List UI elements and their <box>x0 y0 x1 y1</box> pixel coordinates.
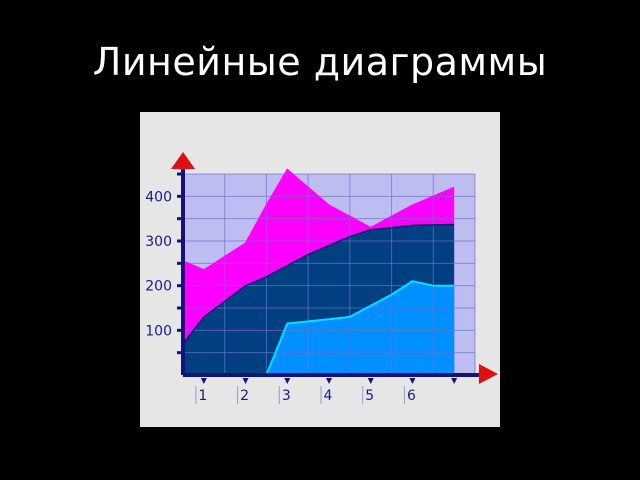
series-line-1 <box>182 168 455 271</box>
x-axis-arrow <box>479 364 498 384</box>
y-tick-label: 100 <box>145 323 172 339</box>
series-line-3 <box>265 280 455 376</box>
y-tick-label: 200 <box>145 279 172 295</box>
y-axis-arrow <box>171 152 195 169</box>
x-tick-mark <box>367 378 374 384</box>
x-tick-label: 2 <box>240 388 249 404</box>
x-tick-mark <box>326 378 332 384</box>
series-line-2 <box>182 223 455 345</box>
tick-labels-group: 100 200 300 400 1 2 3 4 5 6 <box>145 189 416 404</box>
y-tick-label: 300 <box>145 234 172 250</box>
x-tick-label: 5 <box>365 388 374 404</box>
x-tick-label: 6 <box>407 388 416 404</box>
area-chart: 100 200 300 400 1 2 3 4 5 6 <box>145 152 498 404</box>
y-tick-label: 400 <box>145 189 172 205</box>
x-tick-mark <box>409 378 416 384</box>
slide-title: Линейные диаграммы <box>92 40 548 84</box>
chart-card: 100 200 300 400 1 2 3 4 5 6 <box>140 112 500 427</box>
series-lines <box>182 168 455 376</box>
x-tick-mark <box>451 378 458 384</box>
axes-group <box>171 152 498 384</box>
x-tick-label: 4 <box>324 388 333 404</box>
x-tick-mark <box>200 378 207 384</box>
area-series-group <box>183 169 455 375</box>
x-tick-mark <box>284 378 291 384</box>
x-tick-label: 3 <box>282 388 291 404</box>
x-tick-mark <box>242 378 249 384</box>
grid-lines <box>182 173 476 375</box>
series-area-3 <box>266 281 455 375</box>
x-tick-label: 1 <box>198 388 207 404</box>
